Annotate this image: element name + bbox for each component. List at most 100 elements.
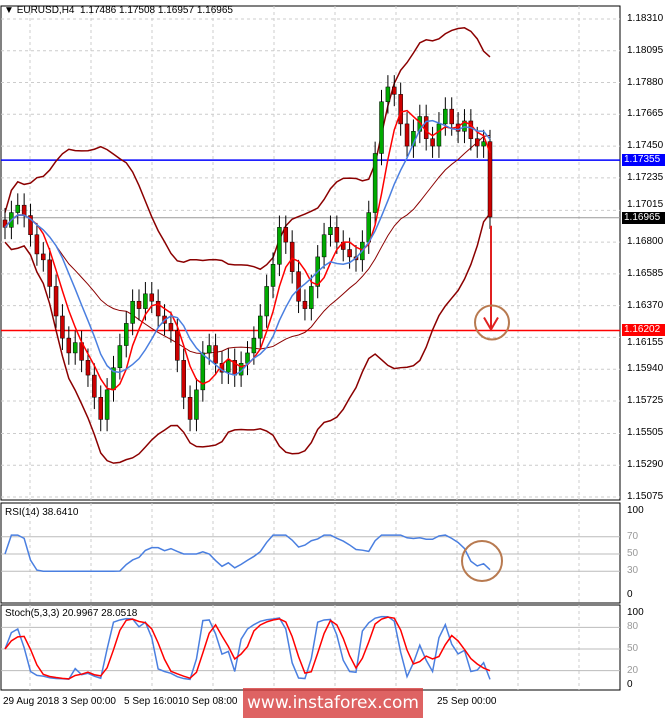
stoch-tick: 80	[627, 621, 639, 633]
target-circle	[474, 304, 510, 341]
rsi-panel-frame	[0, 502, 621, 604]
rsi-tick: 30	[627, 565, 639, 577]
rsi-line	[4, 534, 491, 572]
candle-body	[200, 352, 206, 391]
blue-level-tag: 1.17355	[622, 154, 665, 167]
price-tick: 1.15940	[627, 363, 664, 375]
red-level-tag: 1.16202	[622, 324, 665, 337]
candle-body	[372, 153, 378, 213]
price-tick: 1.16585	[627, 267, 664, 279]
price-tick: 1.15505	[627, 427, 664, 439]
chart-title: ▼ EURUSD,H4 1.17486 1.17508 1.16957 1.16…	[4, 5, 233, 16]
price-tick: 1.16155	[627, 337, 664, 349]
candle-body	[347, 249, 352, 258]
candle-body	[436, 123, 442, 147]
stoch-tick: 20	[627, 664, 639, 676]
candle-body	[47, 259, 52, 287]
candle-body	[53, 286, 59, 317]
candle-body	[283, 227, 289, 243]
candle-body	[149, 293, 155, 302]
candle-body	[85, 360, 91, 376]
stoch-tick: 100	[627, 607, 644, 618]
candle-body	[104, 389, 110, 420]
candle-body	[15, 204, 21, 213]
price-tick: 1.17235	[627, 171, 664, 183]
candle-body	[21, 204, 27, 216]
candle-body	[321, 234, 327, 258]
candle-body	[258, 315, 263, 339]
arrow-head-icon	[483, 316, 499, 332]
time-tick: 10 Sep 08:00	[178, 696, 238, 707]
time-tick: 3 Sep 00:00	[62, 696, 116, 707]
bollinger-middle	[4, 134, 491, 355]
candle-body	[72, 342, 78, 354]
triangle-down-icon[interactable]: ▼	[4, 5, 14, 16]
current-price-tag: 1.16965	[622, 211, 665, 224]
candle-body	[404, 123, 410, 147]
stoch-main-line	[4, 615, 491, 681]
rsi-tick: 0	[627, 589, 633, 600]
candle-body	[430, 138, 435, 147]
candle-body	[398, 94, 403, 125]
price-tick: 1.17450	[627, 140, 664, 152]
price-tick: 1.16800	[627, 236, 664, 248]
price-tick: 1.18095	[627, 44, 664, 56]
time-tick: 5 Sep 16:00	[124, 696, 178, 707]
candle-body	[175, 330, 180, 361]
candle-body	[481, 141, 486, 147]
price-tick: 1.17880	[627, 76, 664, 88]
price-tick: 1.15075	[627, 491, 664, 502]
candle-body	[60, 315, 65, 339]
candle-body	[168, 323, 174, 332]
rsi-label: RSI(14) 38.6410	[5, 507, 79, 518]
rsi-tick: 100	[627, 505, 644, 516]
candle-body	[449, 108, 454, 125]
candle-body	[66, 337, 72, 354]
candle-body	[443, 108, 448, 125]
candle-body	[334, 227, 340, 243]
candle-body	[194, 389, 199, 420]
candle-body	[124, 323, 129, 346]
candle-body	[143, 293, 148, 309]
ma-slow	[4, 119, 491, 376]
time-tick: 29 Aug 2018	[3, 696, 60, 707]
candle-body	[277, 227, 282, 265]
price-tick: 1.17015	[627, 198, 664, 210]
candle-body	[392, 86, 397, 95]
candle-body	[379, 101, 384, 154]
candle-body	[130, 300, 135, 324]
candle-body	[474, 138, 480, 147]
bollinger-lower	[4, 213, 491, 464]
candle-body	[92, 374, 97, 398]
price-tick: 1.18310	[627, 13, 664, 24]
candle-body	[41, 253, 46, 261]
candle-body	[136, 300, 142, 309]
stoch-tick: 50	[627, 643, 639, 654]
price-tick: 1.15290	[627, 459, 664, 471]
candle-body	[181, 360, 186, 398]
candle-body	[423, 116, 429, 139]
candle-body	[264, 286, 269, 317]
main-panel-frame	[0, 5, 621, 501]
candle-body	[98, 397, 103, 420]
rsi-tick: 70	[627, 530, 639, 542]
candle-body	[206, 345, 212, 354]
price-tick: 1.15725	[627, 394, 664, 406]
candle-body	[155, 300, 161, 317]
candle-body	[468, 120, 474, 139]
candle-body	[226, 360, 231, 373]
candle-body	[213, 345, 218, 364]
candle-body	[328, 227, 333, 235]
candle-body	[251, 337, 257, 354]
candle-body	[270, 264, 276, 287]
candle-body	[28, 215, 33, 235]
candle-body	[309, 286, 314, 309]
candle-body	[487, 141, 493, 218]
candle-body	[385, 86, 391, 102]
watermark: www.instaforex.com	[243, 688, 423, 718]
price-tick: 1.17665	[627, 108, 664, 120]
price-tick: 1.16370	[627, 299, 664, 311]
candle-body	[34, 234, 40, 255]
stoch-tick: 0	[627, 679, 633, 690]
